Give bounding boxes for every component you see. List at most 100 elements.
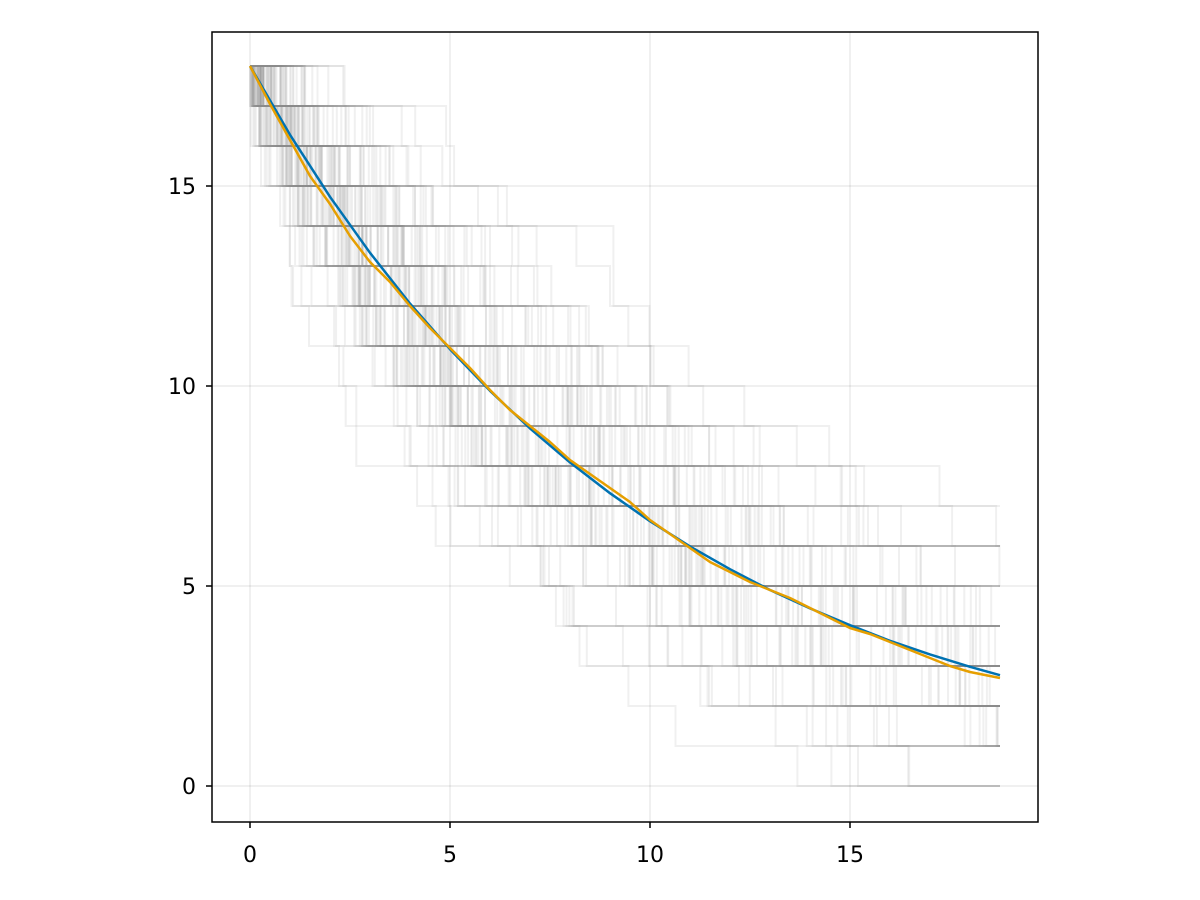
trajectory-line — [249, 65, 1000, 667]
trajectory-line — [250, 65, 1000, 787]
trajectory-line — [250, 65, 1000, 667]
trajectory-line — [250, 65, 1000, 627]
trajectory-line — [249, 65, 1000, 547]
y-tick-label: 5 — [182, 575, 196, 600]
trajectory-line — [249, 65, 1000, 667]
trajectory-line — [250, 65, 1000, 587]
trajectory-line — [250, 65, 1000, 627]
trajectory-line — [250, 65, 1000, 707]
trajectory-line — [250, 65, 1000, 747]
trajectory-line — [250, 65, 1000, 667]
trajectory-line — [250, 65, 1000, 707]
trajectory-line — [250, 65, 1000, 747]
x-axis: 0 5 10 15 — [243, 822, 864, 868]
trajectory-line — [250, 65, 1000, 667]
trajectory-line — [250, 65, 1000, 667]
plot-background — [212, 32, 1038, 822]
x-tick-label: 15 — [836, 843, 864, 868]
trajectory-line — [250, 65, 1000, 707]
plot-frame — [211, 31, 1039, 823]
trajectory-line — [250, 65, 1001, 587]
trajectory-line — [250, 65, 1000, 747]
trajectory-line — [250, 65, 1000, 547]
trajectory-line — [250, 65, 1000, 747]
trajectory-line — [250, 65, 1000, 707]
trajectory-line — [250, 65, 1000, 707]
trajectory-line — [250, 65, 1000, 667]
trajectory-line — [250, 65, 1000, 587]
trajectory-line — [250, 65, 1000, 787]
trajectory-line — [250, 65, 1000, 707]
trajectory-line — [250, 65, 1000, 547]
trajectory-line — [250, 65, 1000, 627]
mean-lines — [248, 65, 1001, 680]
trajectory-line — [250, 65, 1000, 747]
grid — [212, 32, 1038, 822]
trajectory-line — [250, 65, 1000, 747]
trajectory-line — [250, 65, 1000, 627]
trajectory-line — [250, 65, 1000, 667]
trajectory-line — [250, 65, 1000, 667]
trajectory-line — [250, 65, 1000, 587]
trajectory-line — [250, 65, 1000, 547]
trajectory-line — [250, 65, 1000, 627]
trajectory-line — [250, 65, 1000, 667]
trajectory-line — [250, 65, 1000, 667]
trajectory-line — [250, 65, 1000, 667]
y-tick-label: 10 — [168, 375, 196, 400]
series-line-2 — [248, 65, 1001, 680]
x-tick-label: 5 — [443, 843, 457, 868]
trajectory-line — [250, 65, 1000, 747]
y-axis: 0 5 10 15 — [168, 175, 212, 800]
trajectory-line — [250, 65, 1000, 667]
trajectory-line — [250, 65, 1000, 667]
trajectory-line — [250, 65, 1000, 707]
trajectory-line — [250, 65, 1000, 627]
x-tick-label: 10 — [636, 843, 664, 868]
trajectory-line — [250, 65, 1000, 707]
trajectory-line — [250, 65, 1000, 667]
trajectory-line — [250, 65, 1000, 547]
trajectory-line — [250, 65, 1000, 747]
trajectory-line — [250, 65, 1000, 627]
trajectory-line — [250, 65, 1000, 667]
trajectory-line — [250, 65, 1000, 627]
trajectory-line — [250, 65, 1000, 747]
trajectory-line — [250, 65, 1000, 627]
trajectory-line — [250, 65, 1000, 707]
trajectory-line — [250, 65, 1000, 707]
trajectory-line — [250, 65, 1000, 627]
trajectory-line — [250, 65, 1000, 507]
trajectory-line — [250, 65, 1000, 707]
trajectory-line — [250, 65, 1000, 747]
trajectory-line — [250, 65, 1000, 667]
trajectory-line — [250, 65, 1000, 547]
trajectory-line — [250, 65, 1000, 707]
trajectories — [249, 65, 1001, 787]
trajectory-line — [250, 65, 1000, 667]
trajectory-line — [250, 65, 1000, 627]
trajectory-line — [250, 65, 1000, 707]
trajectory-line — [250, 65, 1000, 627]
trajectory-line — [250, 65, 1000, 707]
trajectory-line — [250, 65, 1000, 667]
trajectory-line — [250, 65, 1000, 787]
trajectory-line — [250, 65, 1000, 667]
trajectory-line — [250, 65, 1000, 627]
trajectory-line — [250, 65, 1000, 587]
trajectory-line — [250, 65, 1000, 707]
trajectory-line — [250, 65, 1000, 747]
trajectory-line — [250, 65, 1000, 747]
trajectory-line — [250, 65, 1000, 667]
trajectory-line — [250, 65, 1000, 627]
y-tick-label: 0 — [182, 775, 196, 800]
trajectory-line — [250, 65, 1000, 707]
trajectory-line — [250, 65, 1000, 707]
y-tick-label: 15 — [168, 175, 196, 200]
trajectory-line — [250, 65, 1000, 707]
trajectory-line — [250, 65, 1000, 667]
trajectory-line — [250, 65, 1000, 667]
trajectory-line — [250, 65, 1000, 707]
trajectory-line — [250, 65, 1000, 627]
